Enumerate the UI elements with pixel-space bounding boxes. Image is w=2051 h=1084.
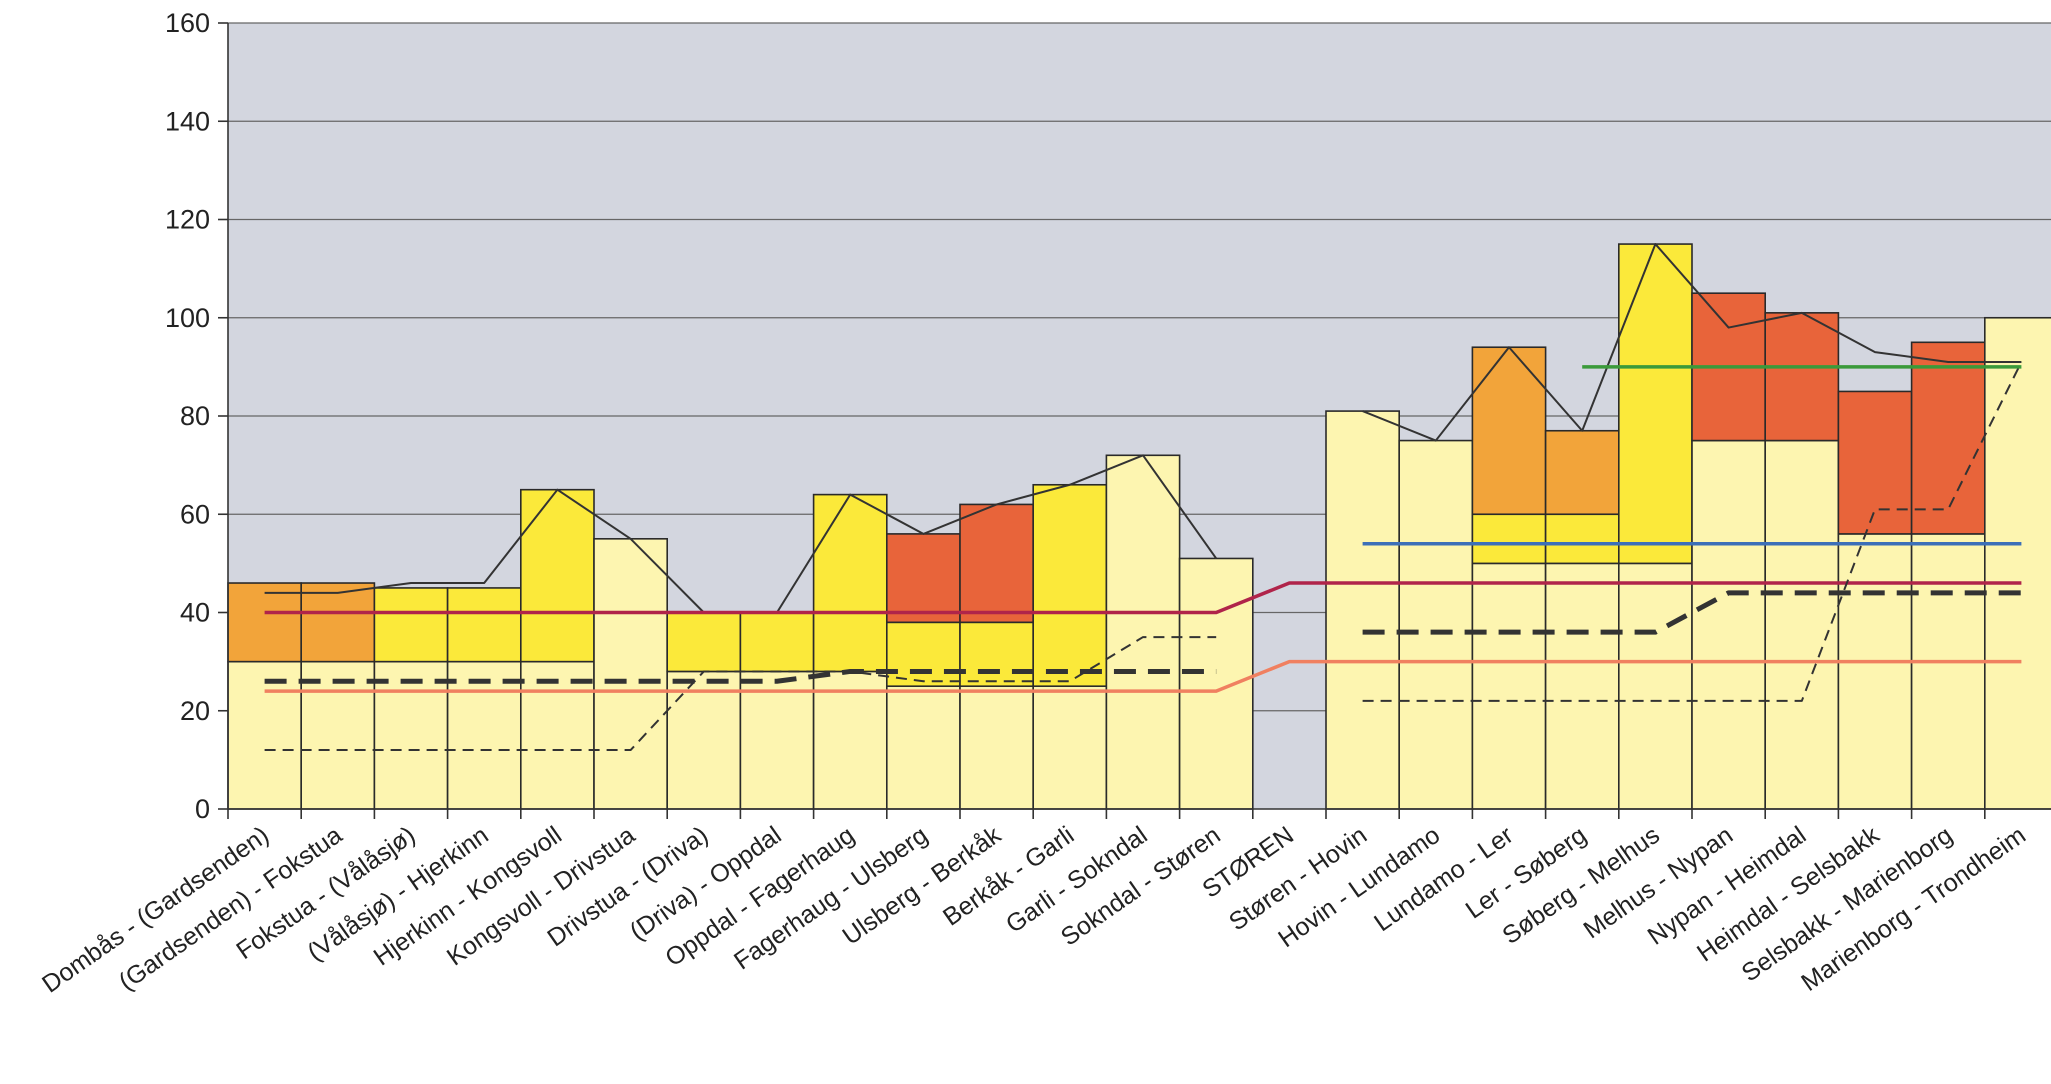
bar-segment <box>959 621 1034 687</box>
bars <box>227 243 2051 810</box>
y-tick-label: 80 <box>180 401 210 431</box>
y-tick-labels: 0 20 40 60 80 100 120 140 160 <box>165 8 210 824</box>
bar-segment <box>885 533 961 624</box>
bar-segment <box>1837 533 1913 810</box>
bar-segment <box>1618 562 1693 810</box>
bar-segment <box>666 670 742 810</box>
bar-segment <box>1105 454 1181 810</box>
bar-segment <box>1178 557 1254 810</box>
series-line-crimson <box>264 581 2022 615</box>
bar-segment <box>1764 312 1840 442</box>
bar-segment <box>1544 513 1620 565</box>
bar-segment <box>1910 341 1986 535</box>
series-line-dashed-thick <box>264 668 1217 684</box>
y-tick-label: 0 <box>195 794 210 824</box>
bar-segment <box>1984 316 2051 810</box>
bar-segment <box>227 660 302 810</box>
bar-segment <box>519 660 595 810</box>
y-tick-label: 100 <box>165 303 210 333</box>
series-line-salmon <box>264 659 2022 693</box>
bar-segment <box>373 660 449 810</box>
bar-segment <box>1618 243 1693 565</box>
bar-segment <box>1325 410 1400 810</box>
bar-segment <box>1032 483 1108 687</box>
series-line-dashed-thin <box>264 636 1217 752</box>
bar-segment <box>666 611 742 673</box>
bar-segment <box>300 582 376 663</box>
bar-segment <box>1764 439 1840 810</box>
series-line-dashed-thin-2 <box>1362 361 2023 702</box>
bar-segment <box>1691 439 1766 810</box>
axes <box>218 22 2051 819</box>
bar-segment <box>1544 429 1620 516</box>
bar-segment <box>812 493 888 673</box>
bar-segment <box>1471 562 1547 810</box>
bar-segment <box>1032 685 1108 810</box>
bar-segment <box>446 587 522 663</box>
bar-segment <box>1910 533 1986 810</box>
bar-segment <box>227 582 302 663</box>
bar-segment <box>1471 513 1547 565</box>
y-tick-label: 20 <box>180 696 210 726</box>
bar-segment <box>593 538 668 810</box>
bar-segment <box>1471 346 1547 516</box>
series-line-black-thin-2 <box>1362 243 2022 442</box>
y-tick-label: 160 <box>165 8 210 38</box>
y-tick-label: 120 <box>165 205 210 235</box>
bar-segment <box>519 488 595 663</box>
y-tick-label: 140 <box>165 106 210 136</box>
bar-segment <box>1544 562 1620 810</box>
series-line-dashed-thick-2 <box>1362 590 2022 635</box>
bar-segment <box>812 670 888 810</box>
bar-segment <box>1398 439 1474 810</box>
bar-segment <box>885 685 961 810</box>
y-tick-label: 40 <box>180 598 210 628</box>
bar-segment <box>885 621 961 687</box>
bar-segment <box>959 503 1034 624</box>
bar-segment <box>373 587 449 663</box>
bar-segment <box>739 611 815 673</box>
bar-segment <box>1837 390 1913 535</box>
y-tick-label: 60 <box>180 499 210 529</box>
x-tick-labels: Dombås - (Gardsenden)(Gardsenden) - Foks… <box>37 821 2031 999</box>
bar-segment <box>959 685 1034 810</box>
series-lines <box>264 243 2023 752</box>
